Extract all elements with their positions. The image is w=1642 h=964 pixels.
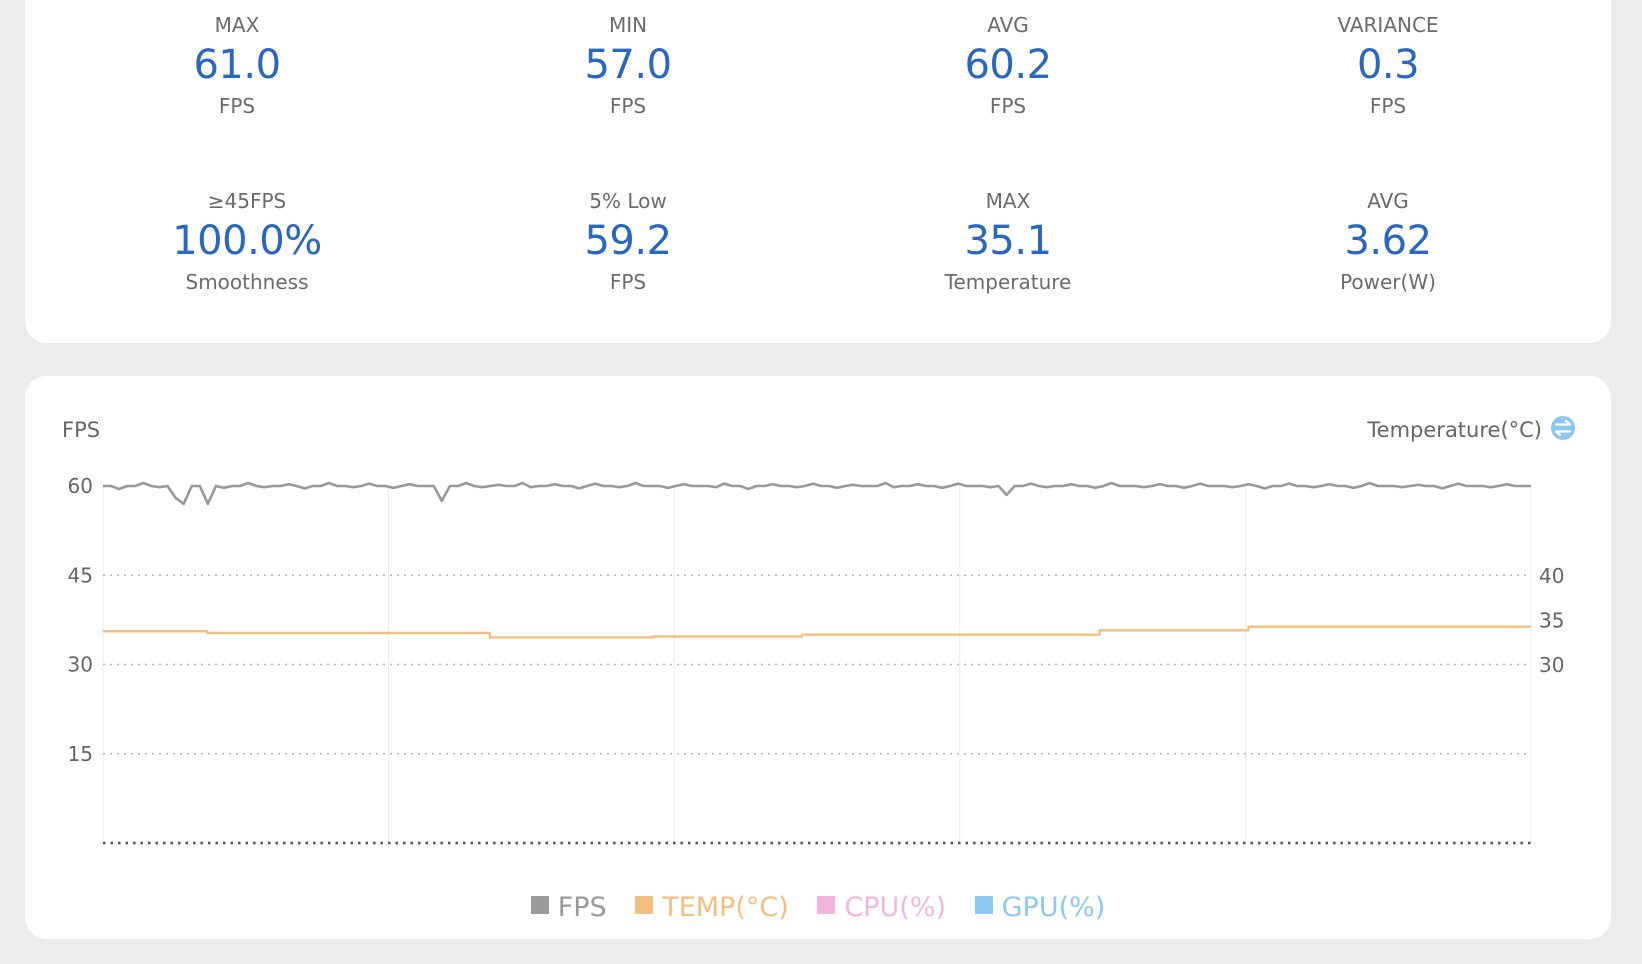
stat-value: 100.0% [172,218,322,264]
right-tick-label: 30 [1539,653,1564,677]
legend-item-fps[interactable]: FPS [530,891,607,925]
swap-vertical-icon[interactable] [1551,416,1575,440]
left-tick-label: 15 [68,742,93,766]
legend-label: FPS [557,892,607,923]
legend-item-cpu[interactable]: CPU(%) [817,891,946,925]
right-tick-label: 40 [1539,564,1564,588]
chart-grid [102,486,1532,845]
stat-5pct-low: 5% Low 59.2 FPS [438,189,818,294]
stat-label: 5% Low [589,189,667,213]
legend-swatch [635,896,654,914]
legend-swatch [974,896,993,914]
stat-value: 0.3 [1356,42,1420,88]
legend-label: GPU(%) [1001,892,1106,923]
stat-label: AVG [987,13,1029,37]
legend-swatch [817,896,836,914]
stat-variance: VARIANCE 0.3 FPS [1198,13,1578,118]
stat-value: 61.0 [193,42,281,88]
stats-card: MAX 61.0 FPS MIN 57.0 FPS AVG 60.2 FPS V… [25,0,1611,343]
legend-item-temp[interactable]: TEMP(°C) [635,891,789,925]
stat-label: ≥45FPS [207,189,287,213]
chart-legend: FPS TEMP(°C) CPU(%) GPU(%) [25,891,1611,925]
stat-label: MAX [985,189,1031,213]
legend-label: TEMP(°C) [662,892,789,923]
stat-label: AVG [1367,189,1409,213]
stat-value: 60.2 [964,42,1052,88]
stat-unit: Power(W) [1340,270,1436,294]
left-axis-title: FPS [62,418,100,442]
stat-label: MAX [214,13,260,37]
stat-avg-fps: AVG 60.2 FPS [818,13,1198,118]
axis-ticks: 15 30 45 60 30 35 40 [68,474,1565,766]
stat-unit: FPS [609,270,647,294]
stat-unit: Smoothness [185,270,309,294]
chart-series [103,481,1531,639]
stat-min-fps: MIN 57.0 FPS [438,13,818,118]
stat-label: VARIANCE [1337,13,1439,37]
left-tick-label: 60 [68,474,93,498]
right-axis-title: Temperature(°C) [1366,418,1542,442]
stat-value: 35.1 [964,218,1052,264]
temp-series-line [103,625,1531,639]
stat-unit: FPS [609,94,647,118]
stat-value: 57.0 [584,42,672,88]
stat-smoothness: ≥45FPS 100.0% Smoothness [57,189,437,294]
right-tick-label: 35 [1539,609,1564,633]
stat-max-fps: MAX 61.0 FPS [47,13,427,118]
performance-chart: FPS Temperature(°C) 15 30 45 60 30 35 40 [62,416,1575,845]
stat-value: 3.62 [1344,218,1432,264]
chart-card: FPS Temperature(°C) 15 30 45 60 30 35 40 FPS T… [25,376,1611,939]
stat-unit: Temperature [944,270,1072,294]
stat-unit: FPS [1369,94,1407,118]
legend-label: CPU(%) [844,892,947,923]
stat-value: 59.2 [584,218,672,264]
stat-max-temperature: MAX 35.1 Temperature [818,189,1198,294]
stat-avg-power: AVG 3.62 Power(W) [1198,189,1578,294]
stat-unit: FPS [218,94,256,118]
left-tick-label: 45 [68,563,93,587]
fps-series-line [103,481,1531,506]
stat-label: MIN [608,13,648,37]
left-tick-label: 30 [68,653,93,677]
legend-item-gpu[interactable]: GPU(%) [974,891,1106,925]
stat-unit: FPS [989,94,1027,118]
legend-swatch [530,896,549,914]
